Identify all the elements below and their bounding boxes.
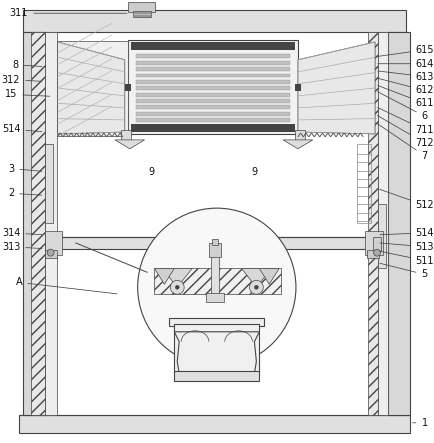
Bar	[367, 32, 377, 415]
Text: 1: 1	[411, 418, 427, 428]
Polygon shape	[154, 268, 174, 284]
Circle shape	[249, 280, 263, 294]
Bar	[174, 371, 259, 381]
Bar	[135, 74, 289, 78]
Bar	[135, 54, 289, 58]
Bar	[365, 231, 382, 255]
Bar	[135, 99, 289, 103]
Bar	[132, 11, 150, 17]
Text: 613: 613	[377, 71, 433, 82]
Bar	[377, 204, 385, 268]
Bar	[205, 293, 223, 302]
Bar	[174, 324, 259, 373]
Text: 615: 615	[377, 45, 433, 56]
Circle shape	[137, 208, 295, 366]
Bar	[356, 144, 370, 223]
Bar	[23, 10, 405, 32]
Bar	[128, 2, 155, 12]
Polygon shape	[259, 268, 279, 284]
Text: 15: 15	[5, 89, 50, 99]
Bar	[135, 80, 289, 84]
Polygon shape	[162, 268, 192, 287]
Bar	[56, 237, 374, 249]
Bar	[294, 83, 300, 91]
Text: 514: 514	[379, 228, 433, 238]
Text: 5: 5	[379, 263, 427, 280]
Circle shape	[254, 285, 258, 289]
Text: 312: 312	[2, 74, 42, 85]
Bar	[125, 83, 131, 91]
Text: 8: 8	[12, 60, 42, 70]
Bar	[135, 93, 289, 97]
Bar	[131, 124, 294, 132]
Text: 313: 313	[2, 242, 42, 252]
Bar	[208, 243, 220, 256]
Bar	[135, 118, 289, 122]
Bar	[372, 237, 380, 251]
Bar	[135, 105, 289, 109]
Circle shape	[170, 280, 184, 294]
Bar	[19, 415, 409, 433]
Text: 7: 7	[377, 124, 427, 161]
Text: 511: 511	[379, 251, 433, 265]
Circle shape	[175, 285, 179, 289]
Bar	[23, 32, 45, 415]
Polygon shape	[115, 140, 144, 149]
Bar	[366, 250, 378, 258]
Bar	[294, 130, 304, 140]
Bar	[57, 41, 128, 136]
Bar	[387, 32, 409, 415]
Text: 9: 9	[251, 167, 257, 177]
Bar	[135, 61, 289, 65]
Bar	[135, 67, 289, 71]
Text: 314: 314	[2, 228, 42, 238]
Circle shape	[47, 249, 54, 256]
Bar	[211, 239, 217, 245]
Text: 514: 514	[2, 124, 42, 134]
Bar	[45, 250, 56, 258]
Bar	[154, 268, 280, 294]
Polygon shape	[174, 332, 259, 373]
Text: 512: 512	[379, 189, 433, 210]
Text: 612: 612	[377, 78, 433, 95]
Text: 2: 2	[8, 188, 42, 198]
Polygon shape	[241, 268, 270, 287]
Bar	[131, 42, 294, 50]
Bar	[210, 253, 218, 294]
Polygon shape	[283, 140, 312, 149]
Text: 9: 9	[148, 167, 154, 177]
Text: 611: 611	[377, 85, 433, 108]
Polygon shape	[297, 42, 374, 134]
Bar	[31, 32, 45, 415]
Text: 712: 712	[377, 116, 433, 148]
Text: 711: 711	[377, 108, 433, 135]
Bar	[45, 144, 53, 223]
Bar	[135, 86, 289, 90]
Bar	[135, 112, 289, 116]
Text: 513: 513	[379, 242, 433, 252]
Polygon shape	[57, 42, 125, 134]
Bar	[169, 318, 264, 326]
Bar	[45, 231, 62, 255]
Text: 614: 614	[377, 59, 433, 69]
Bar	[128, 40, 297, 134]
Text: A: A	[16, 277, 117, 294]
Circle shape	[373, 249, 380, 256]
Text: 6: 6	[377, 92, 427, 121]
Text: 3: 3	[8, 163, 42, 174]
Bar	[377, 32, 387, 415]
Text: 311: 311	[10, 8, 127, 18]
Bar	[121, 130, 131, 140]
Bar	[45, 32, 56, 415]
